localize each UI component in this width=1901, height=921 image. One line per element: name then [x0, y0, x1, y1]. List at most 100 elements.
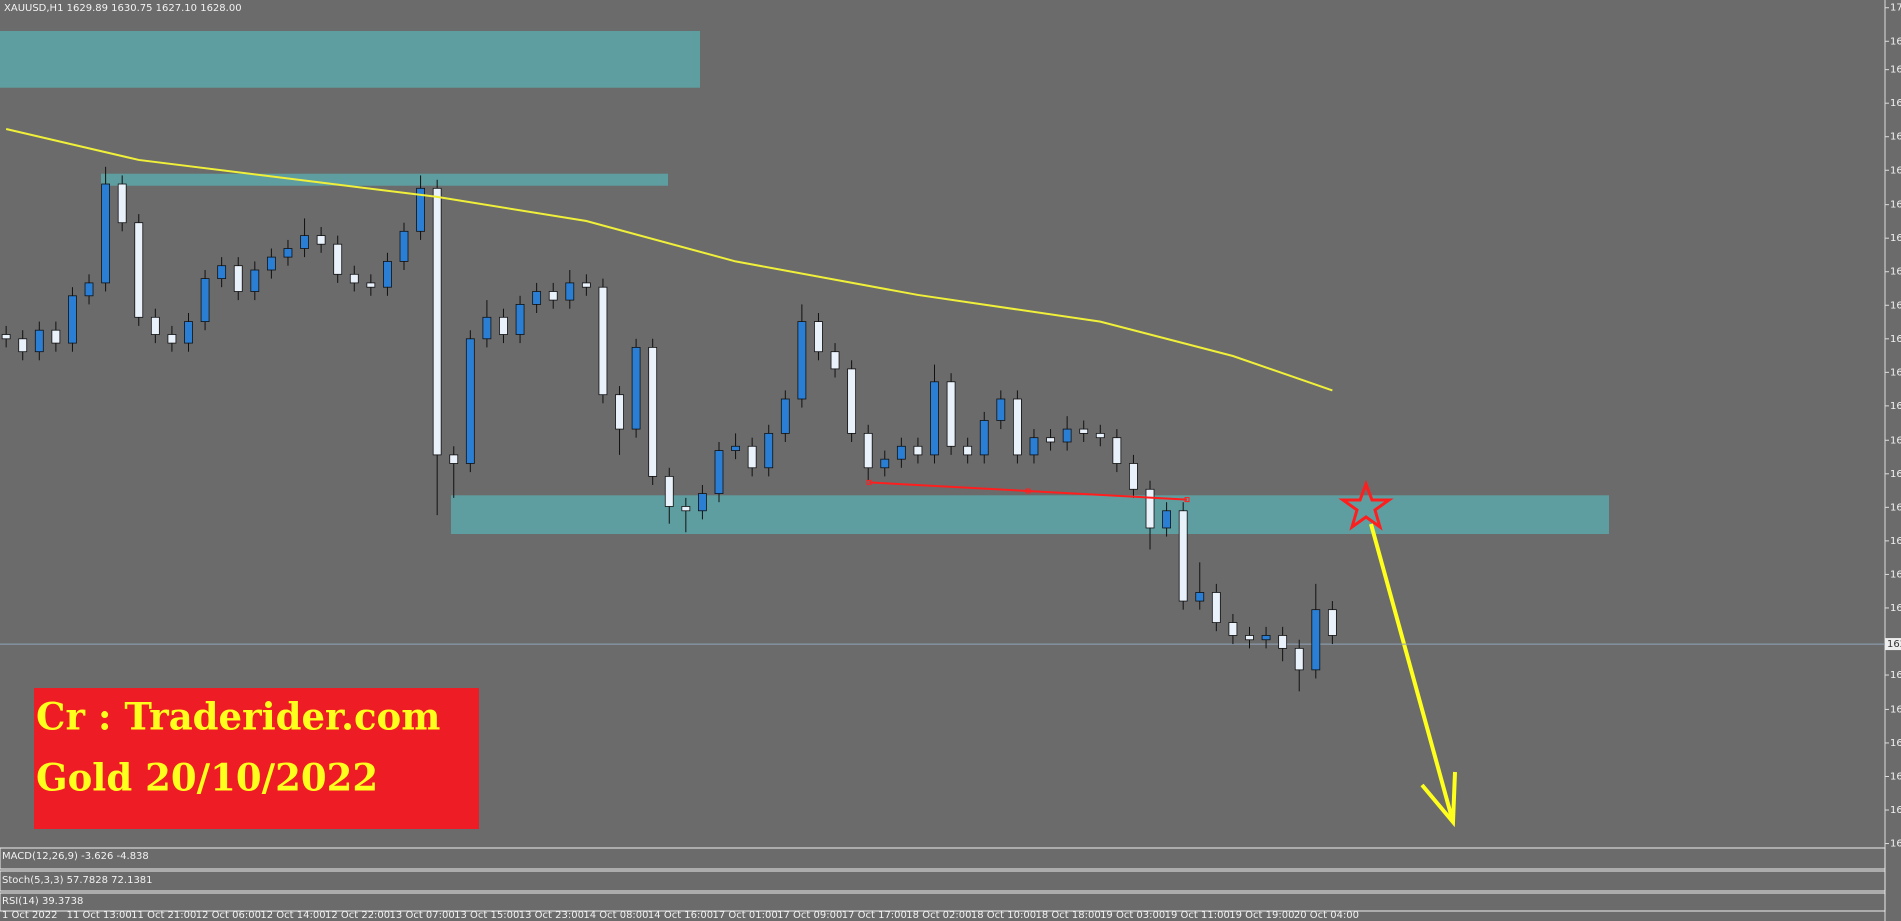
candle-body [747, 445, 757, 469]
arrow-head [1420, 771, 1457, 828]
candle-body [930, 381, 939, 456]
candle-body [1245, 635, 1254, 641]
candle-body [532, 291, 542, 305]
candle-body [1029, 437, 1039, 456]
x-tick-label: 18 Oct 02:00 [906, 910, 971, 921]
candle-body [1211, 592, 1221, 623]
x-tick-label: 11 Oct 13:00 [67, 910, 132, 921]
candle-body [1046, 437, 1055, 443]
x-tick-label: 17 Oct 17:00 [842, 910, 907, 921]
candle-body [233, 265, 243, 292]
y-tick-label: 1604.80 [1890, 839, 1901, 850]
stoch-window [0, 870, 1886, 892]
candle-body [200, 278, 210, 323]
rsi-label: RSI(14) 39.3738 [2, 896, 83, 907]
candle-body [217, 265, 227, 280]
candle-body [1095, 432, 1105, 439]
y-tick-label: 1690.90 [1890, 98, 1901, 109]
annotation-line: Cr : Traderider.com [36, 695, 440, 739]
candle-body [499, 316, 508, 335]
candle-body [1012, 398, 1022, 456]
candle-body [598, 286, 608, 396]
candle-body [266, 256, 276, 271]
candle-body [581, 282, 591, 288]
candle-body [465, 338, 475, 464]
rsi-window [0, 892, 1886, 912]
candle-body [896, 445, 906, 460]
x-tick-label: 17 Oct 01:00 [713, 910, 778, 921]
stoch-label: Stoch(5,3,3) 57.7828 72.1381 [2, 875, 153, 886]
candle-body [913, 445, 923, 456]
trendline [868, 481, 1188, 501]
candle-body [979, 420, 989, 456]
x-tick-label: 12 Oct 06:00 [196, 910, 261, 921]
x-tick-label: 19 Oct 19:00 [1229, 910, 1294, 921]
candle-body [631, 346, 641, 430]
x-tick-label: 13 Oct 07:00 [390, 910, 455, 921]
candle-body [101, 183, 111, 284]
symbol-header: XAUUSD,H1 1629.89 1630.75 1627.10 1628.0… [4, 3, 242, 14]
y-tick-label: 1640.00 [1890, 536, 1901, 547]
y-tick-label: 1671.30 [1890, 267, 1901, 278]
candle-body [1178, 510, 1188, 602]
x-tick-label: 20 Oct 04:00 [1294, 910, 1359, 921]
candle-body [698, 493, 707, 512]
candle-body [432, 187, 442, 456]
candle-body [1327, 609, 1337, 636]
candle-body [349, 273, 359, 284]
y-tick-label: 1667.40 [1890, 300, 1901, 311]
candle-body [1112, 437, 1122, 464]
candle-body [184, 321, 193, 344]
candle-body [300, 235, 309, 249]
candle-body [416, 187, 425, 232]
x-tick-label: 14 Oct 08:00 [583, 910, 648, 921]
macd-window [0, 847, 1886, 870]
candle-body [1, 334, 11, 340]
supply-demand-zone [451, 495, 1609, 534]
y-tick-label: 1620.40 [1890, 704, 1901, 715]
candle-body [664, 475, 674, 507]
x-tick-label: 19 Oct 11:00 [1165, 910, 1230, 921]
candle-body [84, 282, 94, 297]
candle-body [863, 432, 873, 469]
candle-body [316, 235, 326, 245]
candle-body [565, 282, 575, 301]
x-tick-label: 18 Oct 10:00 [971, 910, 1036, 921]
candle-body [366, 282, 376, 288]
x-tick-label: 18 Oct 18:00 [1035, 910, 1100, 921]
candle-body [283, 248, 293, 258]
y-tick-label: 1687.00 [1890, 132, 1901, 143]
candle-body [814, 321, 823, 353]
candle-body [1228, 622, 1238, 636]
candle-body [18, 338, 28, 353]
y-tick-label: 1643.90 [1890, 502, 1901, 513]
x-tick-label: 14 Oct 16:00 [648, 910, 713, 921]
y-tick-label: 1679.10 [1890, 200, 1901, 211]
candle-body [714, 450, 724, 494]
macd-label: MACD(12,26,9) -3.626 -4.838 [2, 851, 149, 862]
candle-body [548, 291, 558, 301]
annotation-box [34, 688, 479, 829]
candle-body [847, 368, 857, 434]
candle-body [1261, 635, 1271, 641]
candle-body [68, 295, 77, 344]
candle-body [1145, 488, 1155, 529]
candle-body [167, 334, 177, 344]
y-tick-label: 1683.10 [1890, 165, 1901, 176]
candle-body [963, 445, 973, 456]
annotation-line: Gold 20/10/2022 [36, 756, 378, 800]
candle-body [1062, 428, 1072, 443]
x-tick-label: 19 Oct 03:00 [1100, 910, 1165, 921]
candle-body [681, 506, 691, 512]
candle-body [880, 458, 890, 469]
y-tick-label: 1694.80 [1890, 65, 1901, 76]
y-tick-label: 1675.20 [1890, 233, 1901, 244]
y-tick-label: 1651.70 [1890, 435, 1901, 446]
y-tick-label: 1702.00 [1890, 3, 1901, 14]
x-tick-label: 13 Oct 15:00 [454, 910, 519, 921]
candle-body [996, 398, 1006, 421]
candle-body [1311, 609, 1321, 671]
x-tick-label: 11 Oct 21:00 [131, 910, 196, 921]
candle-body [1278, 635, 1288, 649]
